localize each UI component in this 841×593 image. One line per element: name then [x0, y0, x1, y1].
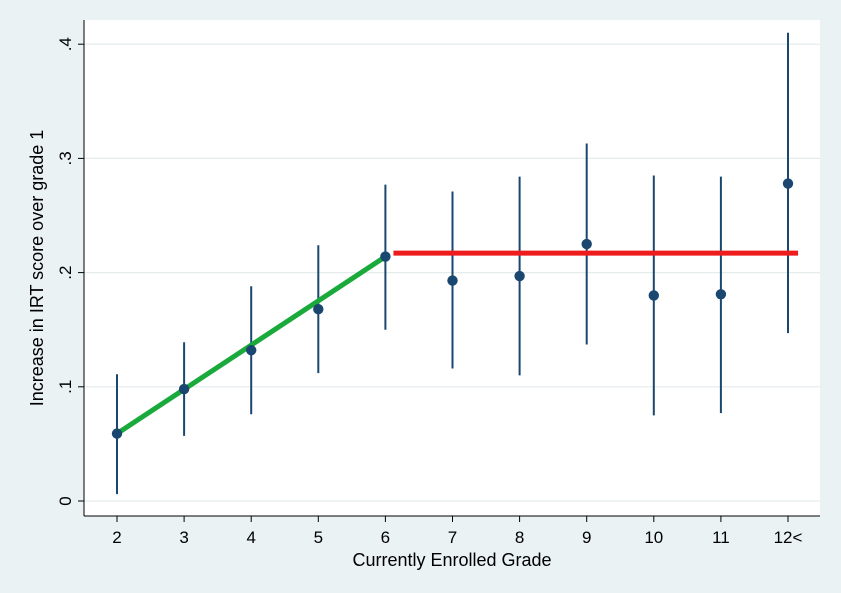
y-tick-label: .1	[56, 380, 75, 394]
x-tick-label: 6	[381, 528, 390, 547]
data-point	[648, 290, 659, 301]
x-axis-title: Currently Enrolled Grade	[352, 550, 551, 570]
data-point	[514, 270, 525, 282]
y-tick-label: 0	[56, 496, 75, 505]
data-point	[447, 275, 458, 286]
data-point	[246, 345, 257, 356]
data-point	[715, 289, 727, 300]
y-tick-label: .2	[56, 266, 75, 280]
x-tick-label: 12<	[774, 528, 803, 547]
x-tick-label: 9	[582, 528, 591, 547]
x-tick-label: 4	[246, 528, 255, 547]
data-point	[581, 238, 592, 250]
y-tick-label: .4	[56, 37, 75, 51]
y-tick-label: .3	[56, 151, 75, 165]
data-point	[782, 178, 794, 189]
ticks: 0 .1 .2 .3 .4 2 3 4 5 6 7 8 9 10 11 12<	[56, 37, 802, 547]
data-point	[178, 383, 190, 395]
data-point	[111, 428, 123, 439]
x-tick-label: 7	[448, 528, 457, 547]
data-point	[313, 303, 324, 315]
x-tick-label: 8	[515, 528, 524, 547]
x-tick-label: 10	[644, 528, 663, 547]
data-point	[380, 251, 391, 262]
x-tick-label: 2	[112, 528, 121, 547]
x-tick-label: 11	[712, 528, 730, 547]
y-axis-title: Increase in IRT score over grade 1	[27, 130, 47, 406]
points	[111, 178, 794, 439]
x-tick-label: 3	[179, 528, 188, 547]
x-tick-label: 5	[314, 528, 323, 547]
